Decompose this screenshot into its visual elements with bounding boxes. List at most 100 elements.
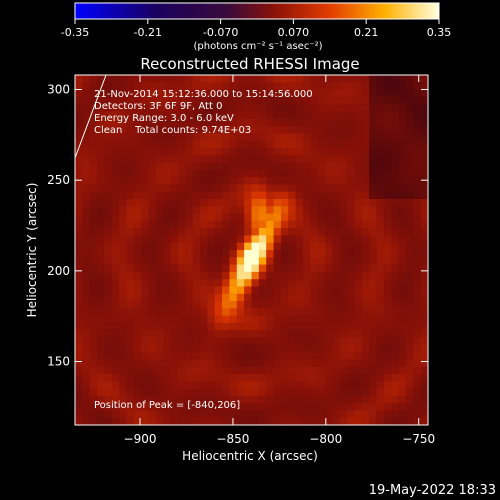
heatmap-cell — [288, 191, 297, 200]
heatmap-cell — [302, 301, 311, 309]
heatmap-cell — [133, 293, 142, 302]
heatmap-cell — [75, 308, 83, 317]
heatmap-cell — [185, 286, 194, 295]
heatmap-cell — [317, 330, 326, 339]
heatmap-cell — [222, 250, 231, 258]
heatmap-cell — [266, 213, 275, 222]
heatmap-cell — [295, 322, 304, 331]
heatmap-cell — [413, 198, 422, 207]
heatmap-cell — [155, 96, 164, 105]
heatmap-cell — [141, 381, 150, 390]
heatmap-cell — [141, 359, 150, 368]
heatmap-cell — [266, 322, 275, 331]
heatmap-cell — [405, 301, 414, 309]
heatmap-cell — [185, 337, 194, 346]
heatmap-cell — [258, 257, 267, 266]
heatmap-cell — [420, 381, 428, 390]
heatmap-cell — [163, 373, 172, 382]
heatmap-cell — [200, 359, 208, 368]
heatmap-cell — [207, 381, 216, 390]
heatmap-cell — [177, 301, 186, 309]
heatmap-cell — [310, 220, 319, 229]
heatmap-cell — [347, 96, 356, 105]
heatmap-cell — [89, 315, 98, 324]
chart-title: Reconstructed RHESSI Image — [140, 55, 359, 73]
heatmap-cell — [163, 206, 172, 215]
heatmap-cell — [126, 322, 135, 331]
heatmap-cell — [97, 359, 106, 368]
heatmap-cell — [405, 257, 414, 266]
heatmap-cell — [258, 191, 267, 200]
heatmap-cell — [111, 315, 120, 324]
heatmap-cell — [214, 133, 223, 142]
heatmap-cell — [185, 140, 194, 149]
x-axis-label: Heliocentric X (arcsec) — [182, 449, 318, 463]
heatmap-cell — [222, 96, 231, 105]
heatmap-cell — [325, 395, 333, 404]
heatmap-cell — [295, 388, 304, 397]
heatmap-cell — [398, 184, 407, 193]
heatmap-cell — [119, 337, 128, 346]
heatmap-cell — [170, 213, 179, 222]
heatmap-cell — [310, 206, 319, 215]
heatmap-cell — [111, 322, 120, 331]
heatmap-cell — [280, 75, 289, 83]
heatmap-cell — [177, 264, 186, 273]
heatmap-cell — [163, 104, 172, 113]
heatmap-cell — [207, 417, 216, 425]
heatmap-cell — [310, 293, 319, 302]
heatmap-cell — [104, 169, 113, 178]
heatmap-cell — [170, 89, 179, 98]
heatmap-cell — [317, 177, 326, 185]
heatmap-cell — [413, 155, 422, 164]
heatmap-cell — [244, 279, 253, 288]
heatmap-cell — [317, 206, 326, 215]
heatmap-cell — [244, 286, 253, 295]
heatmap-cell — [207, 366, 216, 375]
heatmap-cell — [214, 271, 223, 280]
heatmap-cell — [126, 155, 135, 164]
heatmap-cell — [229, 140, 238, 149]
heatmap-cell — [75, 111, 83, 120]
heatmap-cell — [133, 82, 142, 91]
heatmap-cell — [148, 89, 157, 98]
heatmap-cell — [288, 235, 297, 244]
heatmap-cell — [229, 315, 238, 324]
heatmap-cell — [280, 147, 289, 156]
colorbar-tick-label: -0.35 — [61, 26, 89, 39]
heatmap-cell — [354, 337, 363, 346]
heatmap-cell — [185, 191, 194, 200]
heatmap-cell — [126, 169, 135, 178]
heatmap-cell — [369, 322, 378, 331]
heatmap-cell — [82, 206, 91, 215]
heatmap-cell — [97, 344, 106, 353]
heatmap-cell — [163, 126, 172, 134]
heatmap-cell — [126, 264, 135, 273]
heatmap-cell — [280, 242, 289, 251]
heatmap-cell — [339, 279, 348, 288]
heatmap-cell — [302, 308, 311, 317]
heatmap-cell — [339, 82, 348, 91]
heatmap-cell — [413, 286, 422, 295]
heatmap-cell — [258, 322, 267, 331]
heatmap-cell — [82, 344, 91, 353]
heatmap-cell — [251, 279, 260, 288]
heatmap-cell — [170, 75, 179, 83]
heatmap-cell — [420, 308, 428, 317]
heatmap-cell — [302, 366, 311, 375]
heatmap-cell — [222, 417, 231, 425]
heatmap-cell — [185, 213, 194, 222]
heatmap-cell — [75, 301, 83, 309]
heatmap-cell — [155, 279, 164, 288]
heatmap-cell — [273, 82, 282, 91]
heatmap-cell — [295, 118, 304, 127]
heatmap-cell — [288, 162, 297, 171]
heatmap-cell — [310, 198, 319, 207]
heatmap-cell — [170, 359, 179, 368]
heatmap-cell — [222, 344, 231, 353]
heatmap-cell — [200, 96, 208, 105]
heatmap-cell — [280, 118, 289, 127]
heatmap-cell — [104, 206, 113, 215]
heatmap-cell — [126, 293, 135, 302]
heatmap-cell — [214, 410, 223, 419]
